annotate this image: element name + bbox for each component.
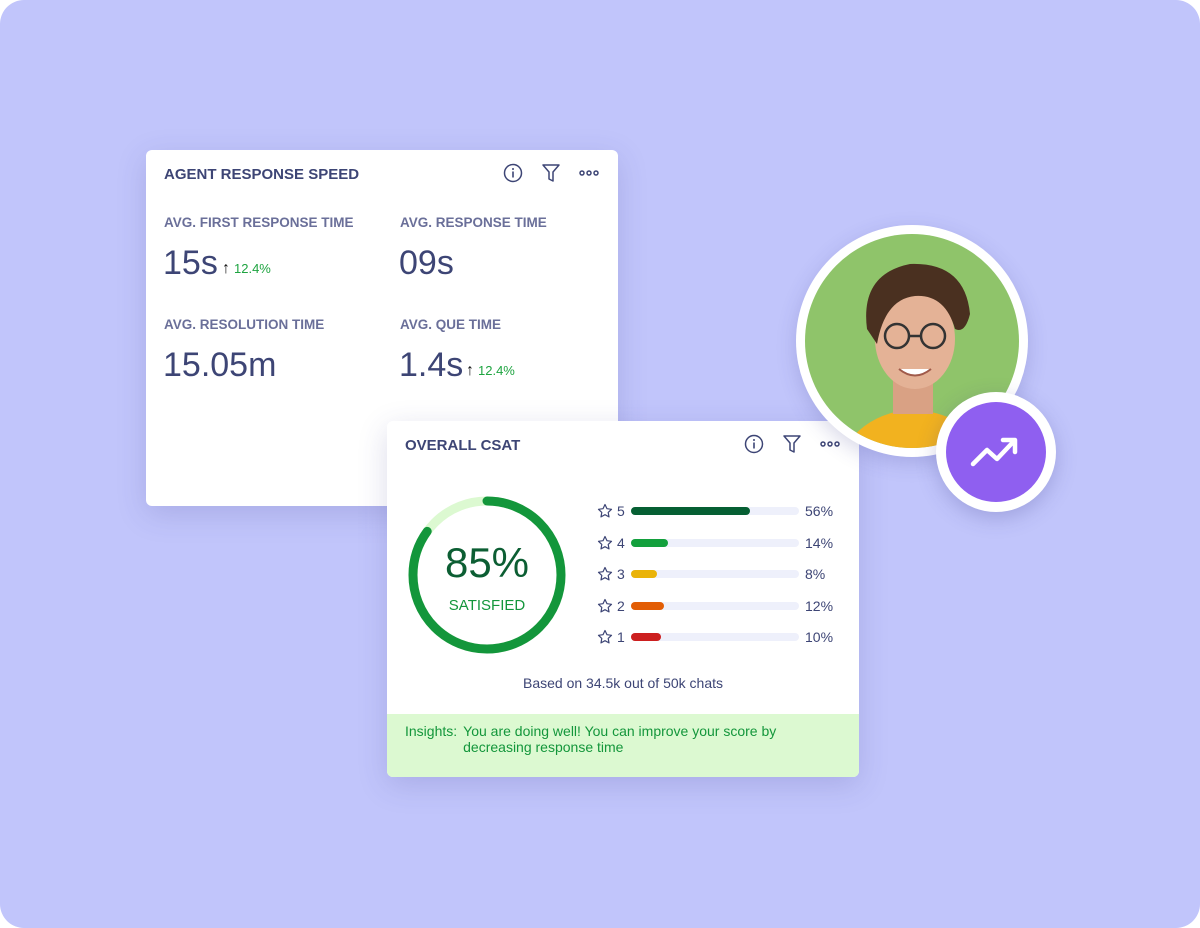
insights-label: Insights:	[405, 723, 458, 739]
overall-csat-card: OVERALL CSAT 85% SATISFIED 5 56% 4 14% 3 8% 2 1…	[387, 421, 859, 777]
info-icon[interactable]	[502, 162, 524, 184]
rating-percent: 10%	[805, 629, 834, 645]
star-icon	[597, 598, 613, 612]
metric-label: AVG. QUE TIME	[400, 317, 502, 332]
rating-bar	[631, 570, 799, 578]
rating-stars: 1	[617, 629, 625, 645]
based-on-text: Based on 34.5k out of 50k chats	[522, 675, 724, 691]
rating-bar-fill	[631, 601, 665, 610]
info-icon[interactable]	[743, 433, 765, 455]
insights-text: You are doing well! You can improve your…	[463, 723, 777, 755]
metric-value: 15s	[163, 244, 218, 282]
rating-stars: 4	[617, 534, 625, 551]
rating-bar	[631, 507, 799, 515]
metric-label: AVG. RESOLUTION TIME	[164, 317, 325, 332]
card-title: OVERALL CSAT	[405, 437, 521, 454]
rating-bar	[631, 633, 799, 641]
filter-icon[interactable]	[781, 433, 803, 455]
rating-row: 4 14%	[597, 533, 833, 553]
insights-banner: Insights: You are doing well! You can im…	[387, 714, 859, 777]
star-icon	[597, 629, 613, 644]
metric-label: AVG. FIRST RESPONSE TIME	[164, 215, 354, 230]
rating-stars: 3	[617, 566, 625, 582]
rating-row: 3 8%	[597, 564, 825, 584]
rating-bar	[631, 538, 799, 547]
rating-stars: 2	[617, 597, 625, 614]
rating-bar-fill	[631, 538, 669, 547]
card-title: AGENT RESPONSE SPEED	[164, 166, 360, 183]
arrow-up-icon: ↑	[466, 362, 474, 379]
trending-up-icon	[970, 437, 1018, 467]
gauge-fill	[408, 496, 566, 654]
metric-delta: ↑ 12.4%	[466, 362, 515, 380]
rating-percent: 8%	[805, 566, 826, 582]
star-icon	[597, 535, 613, 549]
arrow-up-icon: ↑	[222, 260, 230, 277]
rating-bar-fill	[631, 507, 751, 515]
rating-row: 1 10%	[597, 627, 833, 647]
metric-label: AVG. RESPONSE TIME	[400, 215, 547, 230]
rating-bar-fill	[631, 633, 661, 641]
rating-percent: 56%	[805, 503, 834, 519]
metric-value: 09s	[399, 244, 454, 282]
trend-badge	[936, 392, 1056, 512]
rating-bar	[631, 601, 799, 610]
rating-percent: 14%	[805, 534, 834, 551]
rating-row: 2 12%	[597, 596, 833, 616]
delta-value: 12.4%	[234, 261, 271, 276]
more-icon[interactable]	[819, 433, 841, 455]
metric-value: 15.05m	[163, 346, 277, 384]
star-icon	[597, 503, 613, 518]
rating-row: 5 56%	[597, 501, 833, 521]
more-icon[interactable]	[578, 162, 600, 184]
metric-delta: ↑ 12.4%	[222, 260, 271, 278]
csat-gauge: 85% SATISFIED	[407, 495, 567, 655]
csat-percent: 85%	[444, 539, 530, 586]
rating-percent: 12%	[805, 597, 834, 614]
rating-bar-fill	[631, 570, 657, 578]
star-icon	[597, 566, 613, 581]
metric-value: 1.4s	[399, 346, 464, 384]
csat-status: SATISFIED	[448, 597, 526, 614]
rating-stars: 5	[617, 503, 625, 519]
delta-value: 12.4%	[478, 363, 515, 378]
filter-icon[interactable]	[540, 162, 562, 184]
